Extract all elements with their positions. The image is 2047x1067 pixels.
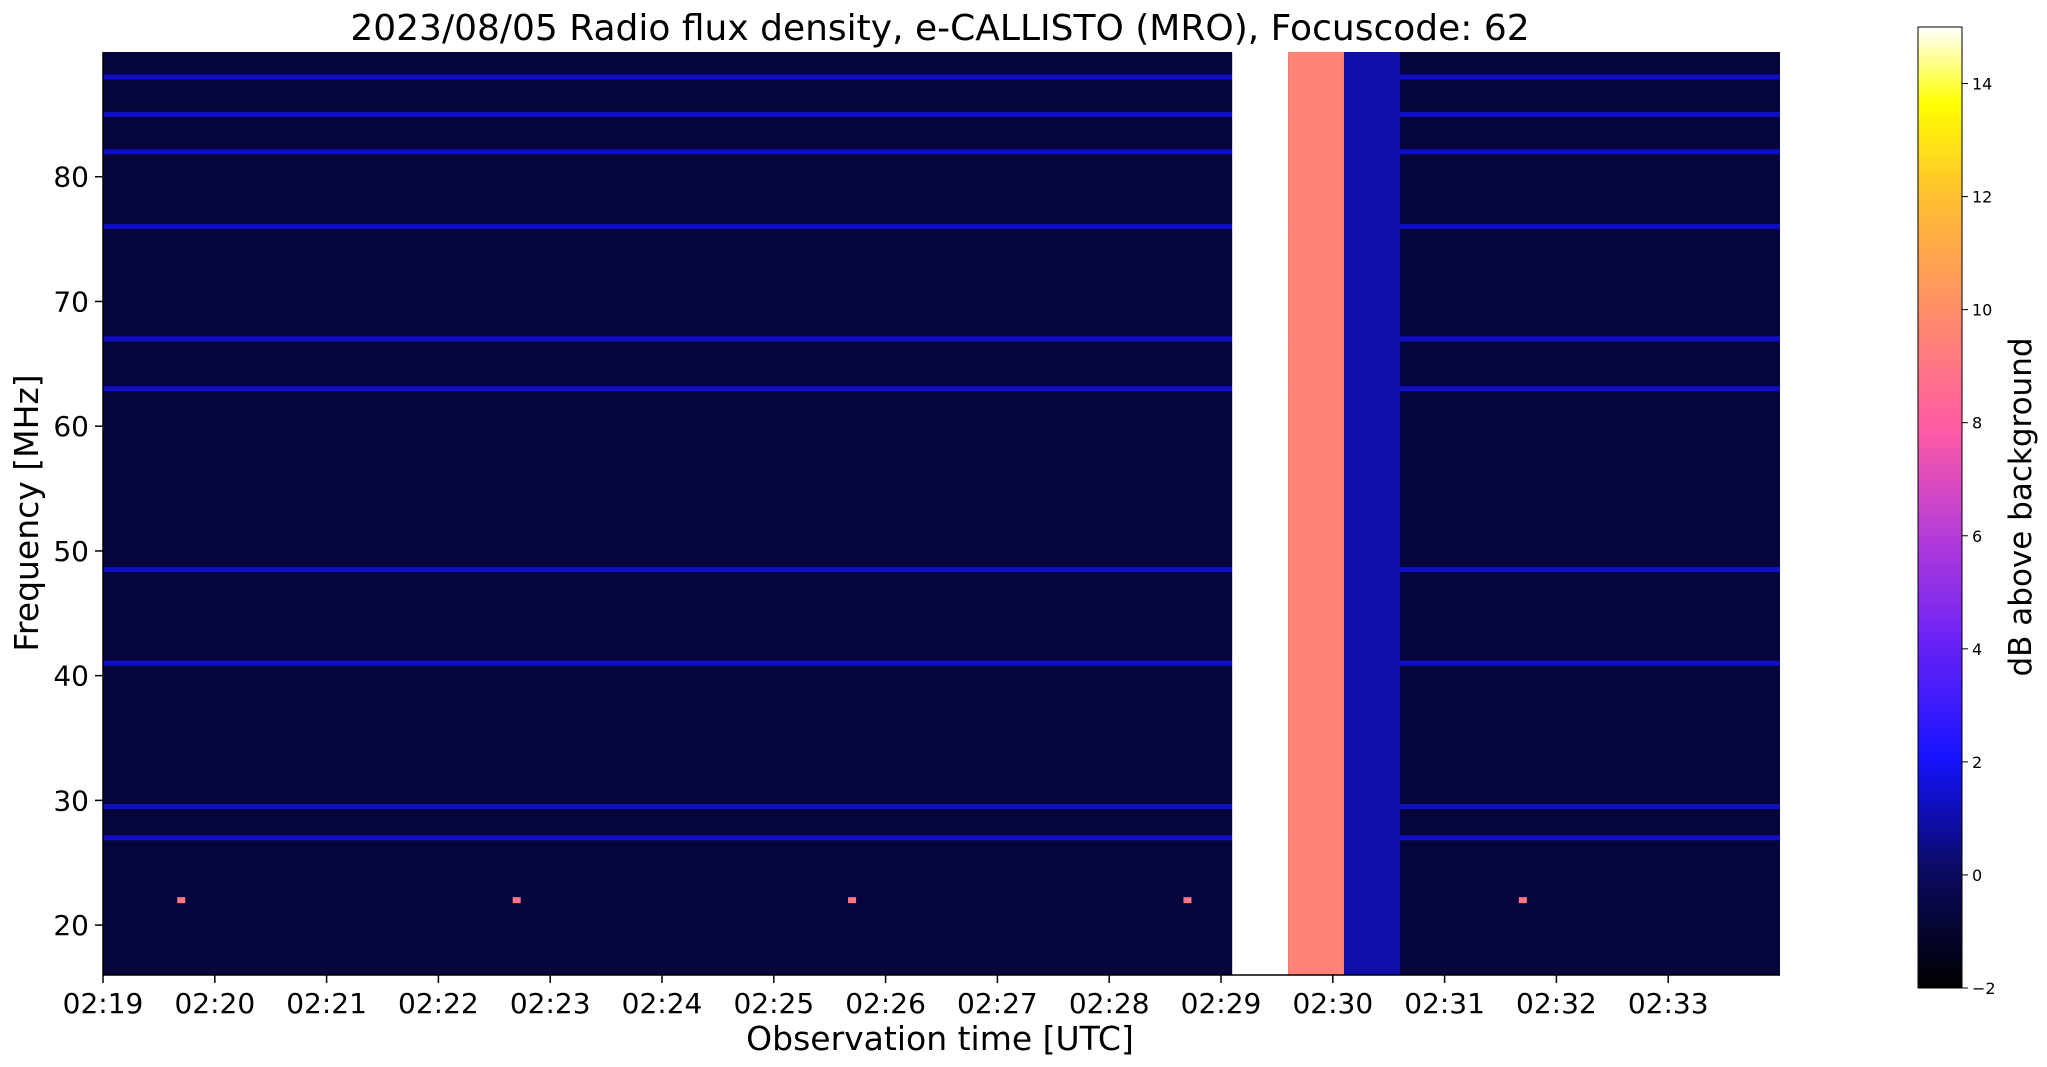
colorbar-tick-label: 4	[1972, 640, 1982, 659]
x-tick-label: 02:28	[1069, 987, 1150, 1020]
x-tick-label: 02:23	[510, 987, 591, 1020]
colorbar-gradient	[1917, 26, 1963, 989]
x-tick-label: 02:24	[622, 987, 703, 1020]
y-axis-label: Frequency [MHz]	[7, 374, 46, 651]
colorbar-tick-label: 12	[1972, 188, 1992, 207]
periodic-spikes	[177, 897, 1527, 904]
colorbar-tick-label: 10	[1972, 301, 1992, 320]
x-axis-label: Observation time [UTC]	[746, 1019, 1134, 1058]
y-tick-label: 50	[53, 535, 89, 568]
x-tick-label: 02:32	[1516, 987, 1597, 1020]
y-tick-label: 20	[53, 909, 89, 942]
x-tick-label: 02:20	[174, 987, 255, 1020]
x-tick-label: 02:29	[1181, 987, 1262, 1020]
interference-band	[103, 567, 1780, 573]
colorbar-tick-label: 14	[1972, 75, 1992, 94]
colorbar-tick-label: −2	[1972, 979, 1996, 998]
calibration-spike	[512, 897, 521, 904]
colorbar-tick-label: 8	[1972, 414, 1982, 433]
y-tick-label: 40	[53, 660, 89, 693]
y-axis: 20 30 40 50 60 70 80	[53, 52, 104, 975]
plot-area	[103, 52, 1780, 975]
interference-band	[103, 660, 1780, 666]
x-tick-label: 02:21	[286, 987, 367, 1020]
x-tick-label: 02:22	[398, 987, 479, 1020]
overload-segments	[1232, 52, 1400, 975]
colorbar-ticks: −2 0 2 4 6 8 10 12 14	[1962, 75, 1996, 998]
overload-segment	[1343, 52, 1400, 975]
x-tick-label: 02:19	[63, 987, 144, 1020]
x-axis: 02:19 02:20 02:21 02:22 02:23 02:24 02:25 02:26…	[63, 974, 1780, 1020]
calibration-spike	[177, 897, 186, 904]
calibration-spike	[1518, 897, 1527, 904]
y-tick-label: 80	[53, 161, 89, 194]
x-tick-label: 02:33	[1628, 987, 1709, 1020]
plot-background	[103, 52, 1780, 975]
calibration-spike	[1183, 897, 1192, 904]
x-tick-label: 02:30	[1292, 987, 1373, 1020]
interference-band	[103, 149, 1780, 155]
colorbar-label: dB above background	[2003, 337, 2039, 676]
colorbar-tick-label: 6	[1972, 527, 1982, 546]
x-tick-label: 02:27	[957, 987, 1038, 1020]
interference-band	[103, 74, 1780, 80]
x-tick-label: 02:31	[1404, 987, 1485, 1020]
overload-segment	[1288, 52, 1344, 975]
interference-band	[103, 804, 1780, 810]
y-tick-label: 60	[53, 410, 89, 443]
interference-band	[103, 336, 1780, 342]
colorbar-tick-label: 0	[1972, 866, 1982, 885]
calibration-spike	[848, 897, 857, 904]
y-tick-label: 70	[53, 285, 89, 318]
interference-bands	[103, 74, 1780, 841]
y-tick-label: 30	[53, 784, 89, 817]
overload-segment	[1232, 52, 1289, 975]
interference-band	[103, 835, 1780, 841]
interference-band	[103, 224, 1780, 230]
interference-band	[103, 386, 1780, 392]
chart-title: 2023/08/05 Radio flux density, e-CALLIST…	[350, 8, 1529, 49]
interference-band	[103, 111, 1780, 117]
colorbar-tick-label: 2	[1972, 753, 1982, 772]
x-tick-label: 02:26	[845, 987, 926, 1020]
colorbar: −2 0 2 4 6 8 10 12 14 dB above background	[1917, 26, 2039, 998]
x-tick-label: 02:25	[733, 987, 814, 1020]
